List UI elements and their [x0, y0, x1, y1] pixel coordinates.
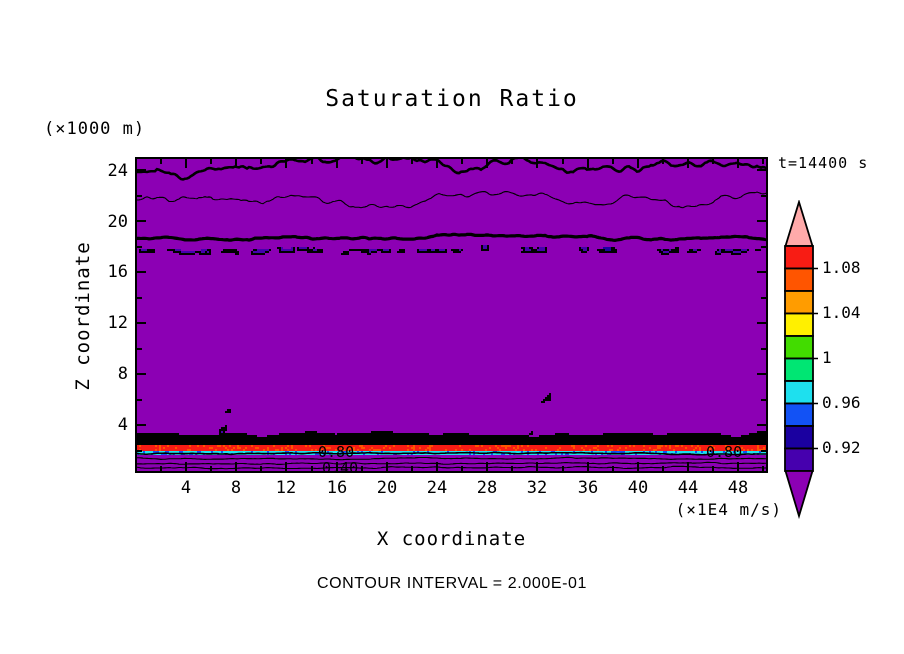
colorbar-label-096: 0.96 [822, 393, 861, 412]
chart-title: Saturation Ratio [325, 86, 579, 112]
contour-label-080-right: 0.80 [706, 443, 743, 461]
y-tick-20: 20 [107, 212, 128, 232]
x-tick-20: 20 [376, 478, 398, 498]
x-tick-4: 4 [180, 478, 192, 498]
y-tick-12: 12 [107, 313, 128, 333]
x-tick-36: 36 [577, 478, 599, 498]
x-tick-24: 24 [426, 478, 448, 498]
x-axis-title: X coordinate [376, 528, 527, 550]
colorbar-label-104: 1.04 [822, 303, 861, 322]
contour-interval-note: CONTOUR INTERVAL = 2.000E-01 [316, 575, 588, 592]
x-tick-8: 8 [230, 478, 242, 498]
x-tick-40: 40 [627, 478, 649, 498]
contour-label-040: 0.40 [322, 459, 359, 477]
colorbar-label-092: 0.92 [822, 438, 861, 457]
contour-field-canvas [135, 157, 768, 473]
time-label: t=14400 s [778, 154, 869, 172]
x-axis-unit-label: (×1E4 m/s) [675, 500, 782, 519]
colorbar [784, 200, 818, 520]
x-tick-32: 32 [526, 478, 548, 498]
y-tick-16: 16 [107, 262, 128, 282]
y-axis-unit-label: (×1000 m) [44, 119, 146, 139]
contour-label-080-left: 0.80 [318, 443, 355, 461]
x-tick-16: 16 [326, 478, 348, 498]
x-tick-44: 44 [677, 478, 699, 498]
colorbar-label-108: 1.08 [822, 258, 861, 277]
y-tick-4: 4 [117, 415, 128, 435]
y-tick-8: 8 [117, 364, 128, 384]
x-tick-28: 28 [476, 478, 498, 498]
x-tick-48: 48 [727, 478, 749, 498]
colorbar-label-100: 1 [822, 348, 832, 367]
x-tick-12: 12 [275, 478, 297, 498]
y-tick-24: 24 [107, 161, 128, 181]
